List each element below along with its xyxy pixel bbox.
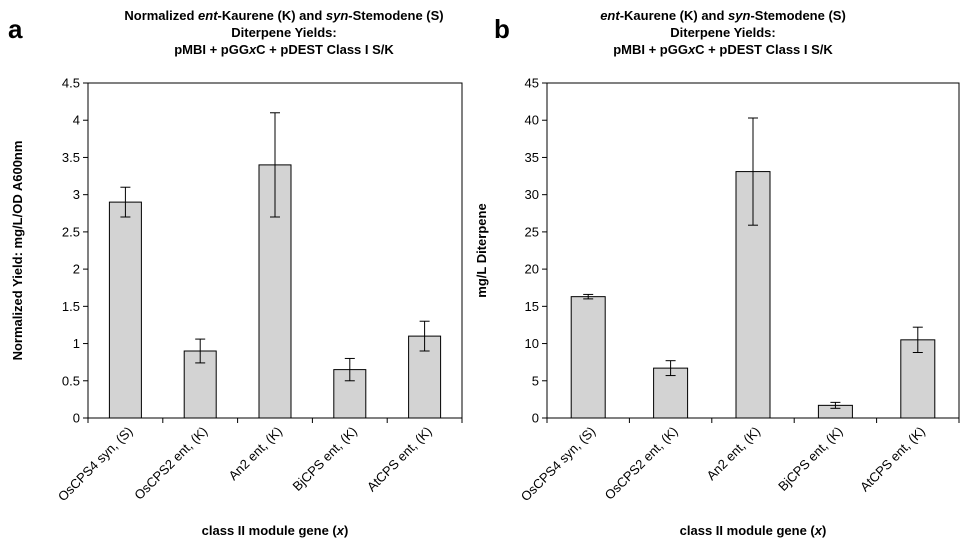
y-tick-label: 35 (525, 150, 539, 165)
y-axis-label: Normalized Yield: mg/L/OD A600nm (10, 141, 25, 361)
x-axis-label: class II module gene (x) (680, 523, 827, 538)
x-tick-label: OsCPS2 ent, (K) (602, 424, 681, 503)
y-tick-label: 4 (73, 113, 80, 128)
y-tick-label: 1.5 (62, 299, 80, 314)
x-tick-label: OsCPS4 syn, (S) (518, 424, 599, 505)
y-tick-label: 3.5 (62, 150, 80, 165)
y-tick-label: 0 (532, 411, 539, 426)
chart-panel-a: a Normalized ent-Kaurene (K) and syn-Stem… (8, 8, 463, 538)
y-tick-label: 5 (532, 373, 539, 388)
x-tick-label: BjCPS ent, (K) (290, 424, 360, 494)
chart-panel-b: b ent-Kaurene (K) and syn-Stemodene (S) Di… (474, 8, 960, 538)
y-tick-label: 1 (73, 336, 80, 351)
chart-title-line: pMBI + pGGxC + pDEST Class I S/K (613, 42, 833, 57)
x-tick-label: BjCPS ent, (K) (775, 424, 845, 494)
chart-title-line: ent-Kaurene (K) and syn-Stemodene (S) (600, 8, 846, 23)
y-tick-label: 40 (525, 113, 539, 128)
x-tick-label: An2 ent, (K) (703, 424, 763, 484)
panel-letter: b (494, 14, 510, 44)
y-tick-label: 25 (525, 224, 539, 239)
y-tick-label: 10 (525, 336, 539, 351)
x-tick-label: An2 ent, (K) (225, 424, 285, 484)
chart-title-line: Normalized ent-Kaurene (K) and syn-Stemo… (124, 8, 443, 23)
chart-title-line: Diterpene Yields: (231, 25, 336, 40)
x-tick-label: OsCPS2 ent, (K) (131, 424, 210, 503)
x-axis-label: class II module gene (x) (202, 523, 349, 538)
y-tick-label: 0 (73, 411, 80, 426)
y-tick-label: 2.5 (62, 224, 80, 239)
y-axis-label: mg/L Diterpene (474, 203, 489, 297)
y-tick-label: 15 (525, 299, 539, 314)
bar (108, 201, 142, 419)
y-tick-label: 3 (73, 187, 80, 202)
bar (408, 335, 442, 419)
x-tick-label: OsCPS4 syn, (S) (55, 424, 136, 505)
y-tick-label: 0.5 (62, 373, 80, 388)
bar (570, 296, 606, 419)
chart-title-line: Diterpene Yields: (670, 25, 775, 40)
y-tick-label: 30 (525, 187, 539, 202)
chart-title-line: pMBI + pGGxC + pDEST Class I S/K (174, 42, 394, 57)
y-tick-label: 2 (73, 262, 80, 277)
y-tick-label: 20 (525, 262, 539, 277)
x-tick-label: AtCPS ent, (K) (364, 424, 435, 495)
y-tick-label: 45 (525, 76, 539, 91)
x-tick-label: AtCPS ent, (K) (857, 424, 928, 495)
bar (653, 367, 689, 419)
panel-letter: a (8, 14, 23, 44)
y-tick-label: 4.5 (62, 76, 80, 91)
